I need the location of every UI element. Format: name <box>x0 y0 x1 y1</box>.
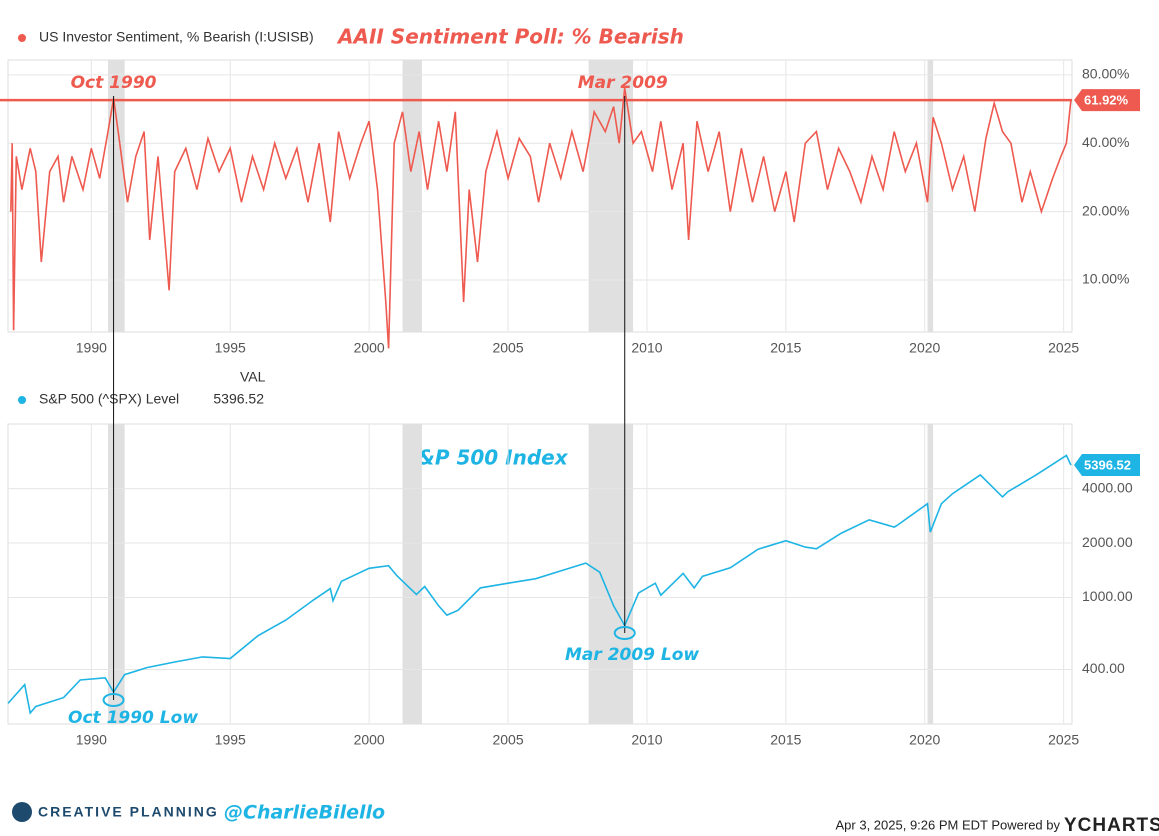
timestamp: Apr 3, 2025, 9:26 PM EDT Powered by <box>836 817 1061 832</box>
x-tick-label: 2020 <box>909 340 940 356</box>
legend-value: 5396.52 <box>213 391 264 407</box>
recession-band <box>108 424 125 724</box>
low-marker <box>102 693 125 707</box>
x-tick-label: 1995 <box>215 732 246 748</box>
y-tick-label: 2000.00 <box>1082 534 1133 550</box>
chart-title: AAII Sentiment Poll: % Bearish <box>336 25 684 49</box>
brand: CREATIVE PLANNING <box>38 804 219 820</box>
value-tag-label: 5396.52 <box>1084 457 1131 472</box>
y-tick-label: 10.00% <box>1082 271 1129 287</box>
x-tick-label: 2005 <box>492 732 523 748</box>
plot-frame <box>7 59 1073 333</box>
x-tick-label: 1990 <box>76 732 107 748</box>
x-tick-label: 2010 <box>631 732 662 748</box>
x-tick-label: 2000 <box>354 732 385 748</box>
x-tick-label: 2020 <box>909 732 940 748</box>
series-line <box>10 87 1072 349</box>
recession-band <box>588 60 634 332</box>
value-tag-label: 61.92% <box>1084 93 1129 108</box>
value-tag <box>1074 89 1140 112</box>
x-tick-label: 2015 <box>770 340 801 356</box>
legend-label: US Investor Sentiment, % Bearish (I:USIS… <box>39 29 314 45</box>
y-tick-label: 4000.00 <box>1082 479 1133 495</box>
x-tick-label: 2005 <box>492 340 523 356</box>
recession-band <box>402 60 422 332</box>
event-label: Mar 2009 <box>578 73 668 93</box>
plot-frame <box>7 423 1073 725</box>
recession-band <box>402 424 422 724</box>
y-tick-label: 80.00% <box>1082 66 1129 82</box>
event-label: Mar 2009 Low <box>565 645 699 665</box>
recession-band <box>108 60 125 332</box>
event-label: Oct 1990 Low <box>68 708 198 728</box>
handle: @CharlieBilello <box>224 802 385 824</box>
x-tick-label: 1995 <box>215 340 246 356</box>
logo <box>12 802 32 822</box>
legend-dot <box>18 34 26 42</box>
y-tick-label: 40.00% <box>1082 134 1129 150</box>
chart-title: S&P 500 Index <box>403 446 569 470</box>
recession-band <box>927 60 934 332</box>
y-tick-label: 1000.00 <box>1082 588 1133 604</box>
legend-dot <box>18 396 26 404</box>
series-line <box>7 454 1072 715</box>
x-tick-label: 2015 <box>770 732 801 748</box>
value-tag <box>1074 454 1140 477</box>
y-tick-label: 20.00% <box>1082 202 1129 218</box>
x-tick-label: 1990 <box>76 340 107 356</box>
source: YCHARTS <box>1064 815 1159 836</box>
x-tick-label: 2025 <box>1048 732 1079 748</box>
x-tick-label: 2000 <box>354 340 385 356</box>
legend-label: S&P 500 (^SPX) Level <box>39 391 179 407</box>
x-tick-label: 2010 <box>631 340 662 356</box>
recession-band <box>588 424 634 724</box>
legend-header: VAL <box>240 369 266 385</box>
x-tick-label: 2025 <box>1048 340 1079 356</box>
low-marker <box>613 626 636 640</box>
recession-band <box>927 424 934 724</box>
event-label: Oct 1990 <box>71 73 157 93</box>
y-tick-label: 400.00 <box>1082 660 1125 676</box>
